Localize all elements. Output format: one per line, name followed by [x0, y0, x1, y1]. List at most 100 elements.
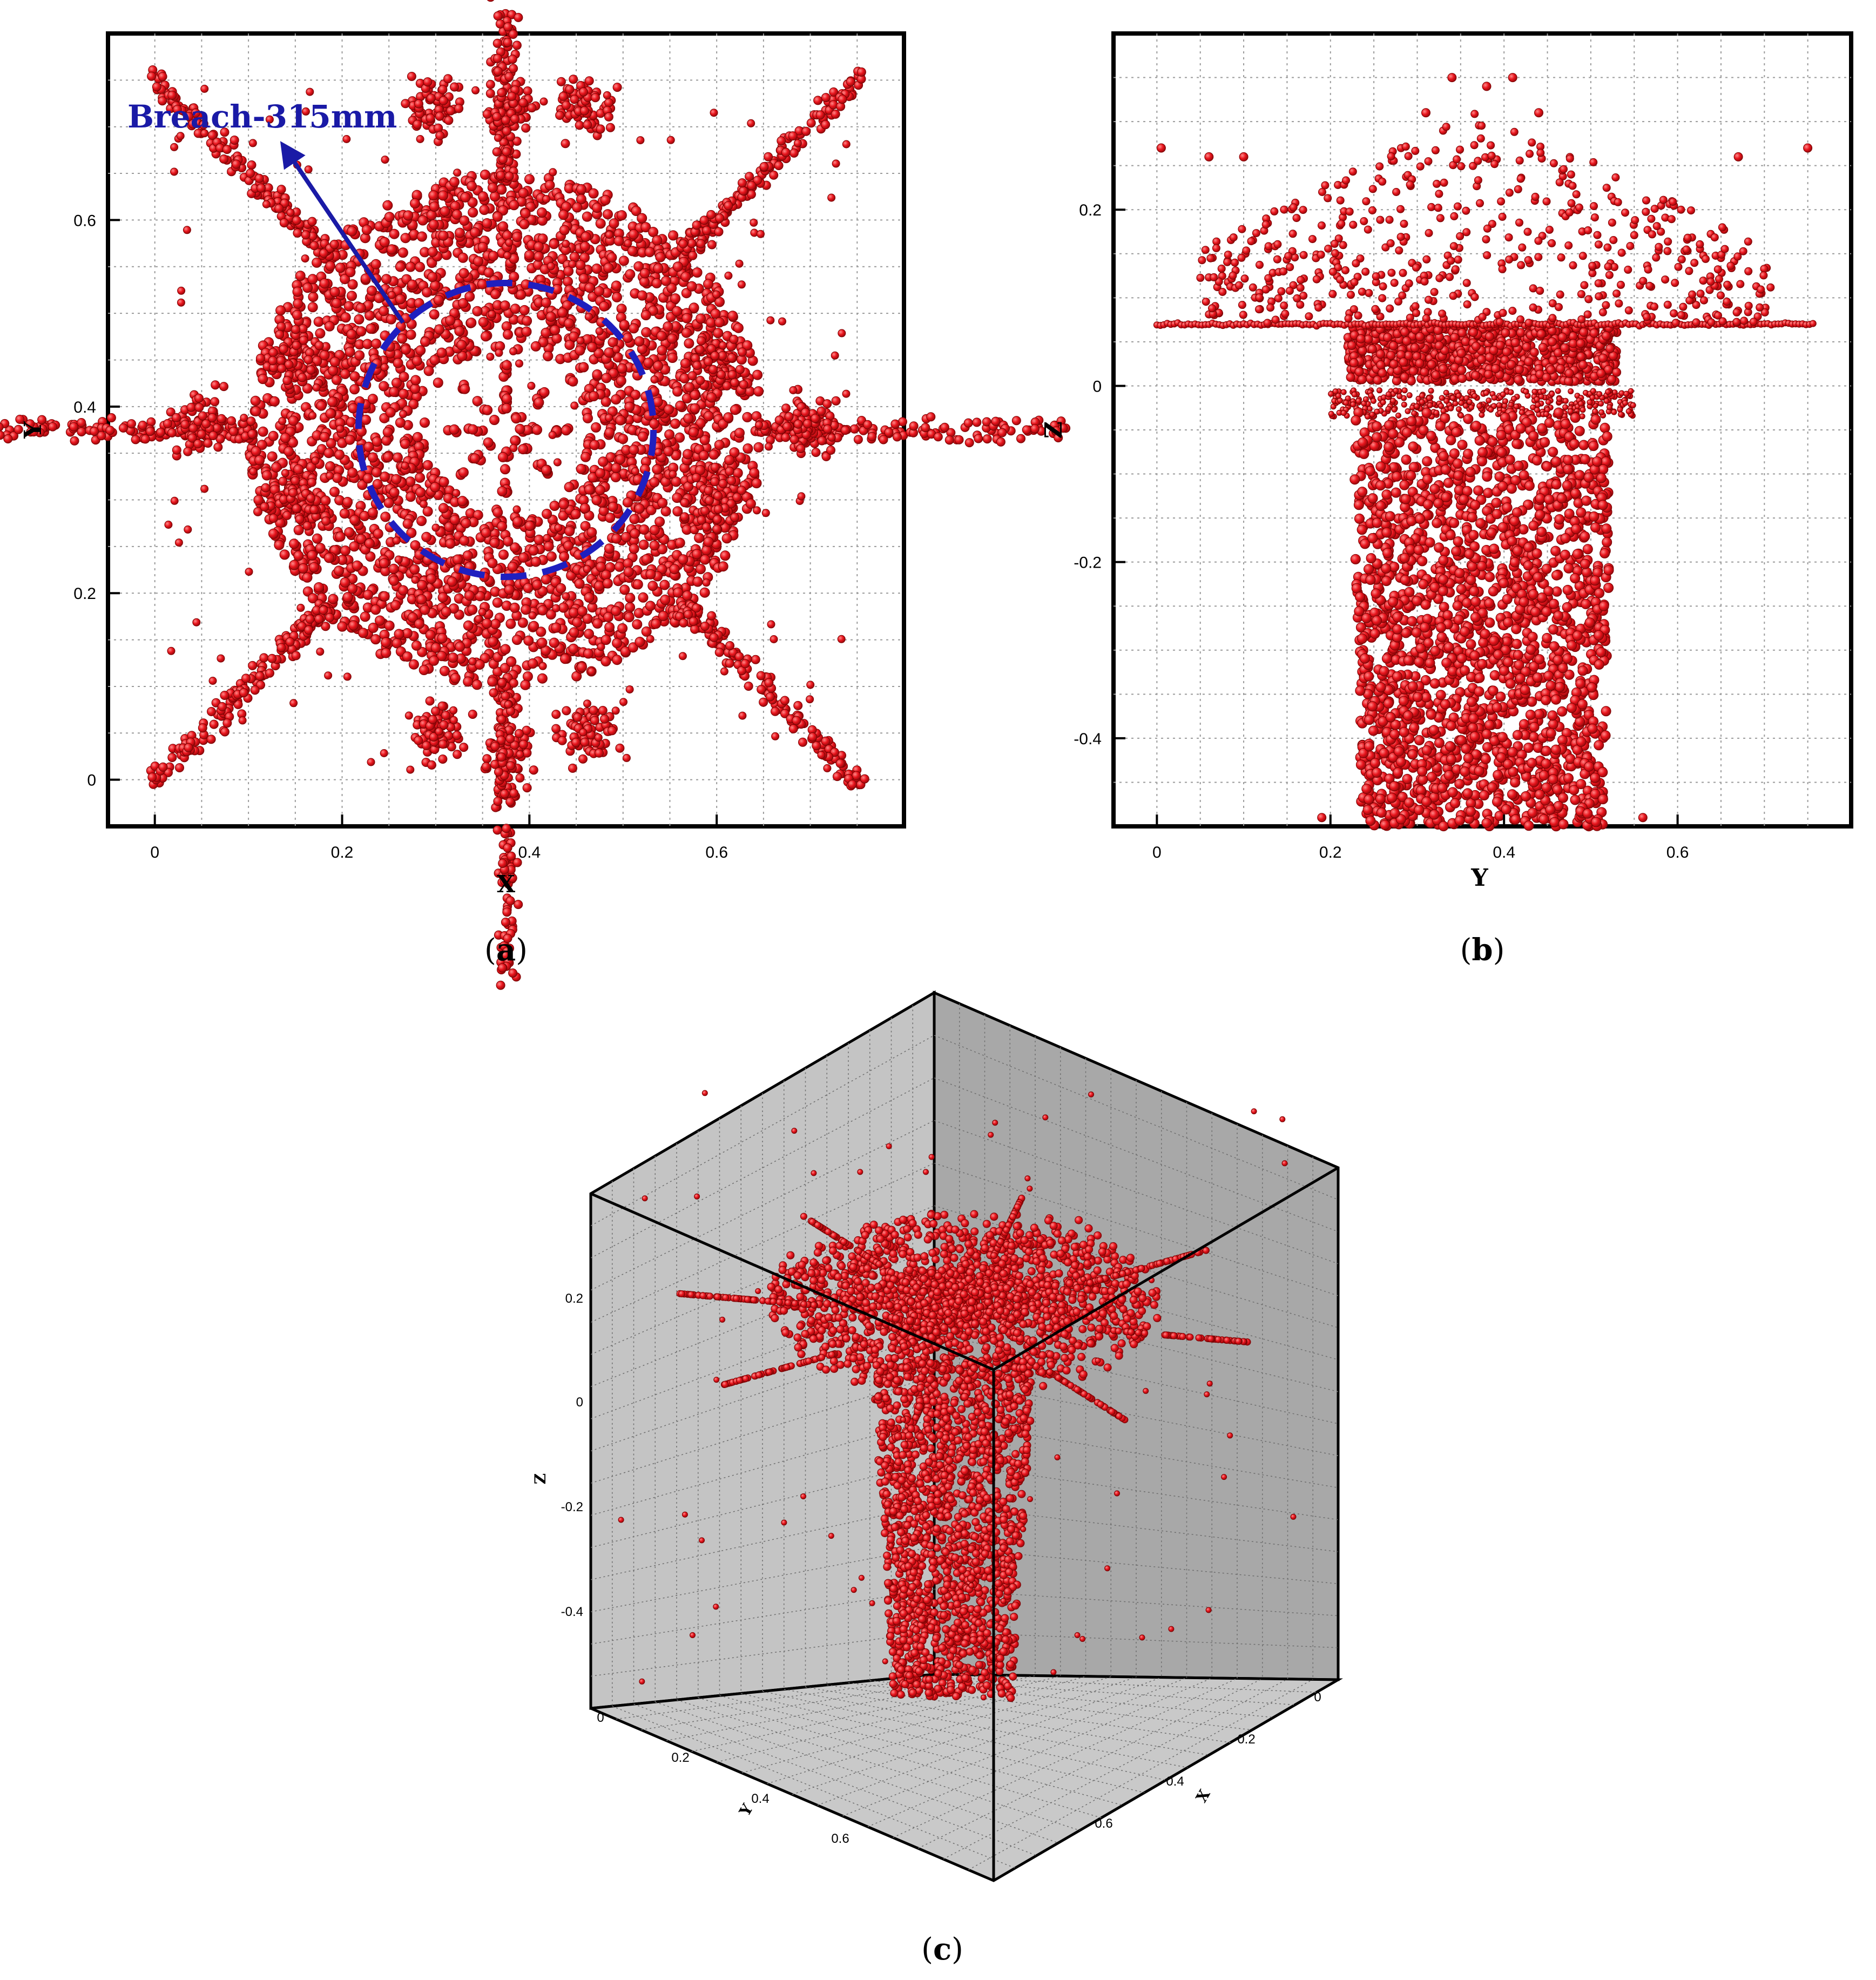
particle-point [482, 109, 492, 119]
particle-point [523, 635, 534, 646]
particle-point [682, 590, 693, 601]
particle-point [720, 550, 731, 561]
particle-point [277, 363, 287, 373]
particle-point [944, 435, 954, 445]
particle-point [611, 533, 622, 544]
particle-point [482, 405, 493, 415]
particle-point [565, 85, 575, 94]
particle-point [549, 637, 559, 648]
particle-point [306, 494, 316, 503]
particle-point [730, 405, 740, 415]
particle-point [438, 476, 449, 487]
particle-point [306, 87, 314, 96]
particle-point [781, 403, 791, 413]
particle-point [428, 219, 439, 230]
particle-point [167, 428, 177, 437]
particle-point [292, 215, 301, 225]
particle-point [789, 148, 799, 158]
particle-point [454, 104, 464, 113]
particle-point [543, 541, 554, 552]
particle-point [765, 692, 775, 702]
particle-point [632, 579, 643, 590]
particle-point [789, 386, 798, 394]
particle-point [411, 576, 420, 584]
particle-point [643, 358, 654, 368]
particle-point [512, 516, 523, 527]
particle-point [502, 824, 511, 833]
particle-point [710, 351, 720, 361]
particle-point [692, 220, 701, 230]
particle-point [198, 723, 207, 733]
particle-point [624, 612, 635, 623]
particle-point [218, 702, 227, 711]
particle-point [649, 540, 660, 551]
particle-point [345, 434, 355, 445]
particle-point [831, 396, 841, 406]
particle-point [691, 473, 701, 482]
particle-point [527, 103, 537, 113]
particle-point [539, 97, 548, 106]
particle-point [705, 496, 714, 506]
particle-point [596, 562, 606, 572]
particle-point [592, 618, 603, 629]
particle-point [826, 446, 835, 455]
particle-point [210, 397, 220, 407]
particle-point [405, 261, 416, 272]
particle-point [443, 74, 453, 84]
particle-point [410, 383, 421, 394]
particle-point [389, 487, 400, 498]
particle-point [801, 126, 811, 136]
particle-point [371, 338, 382, 349]
particle-point [788, 724, 798, 733]
particle-point [721, 533, 732, 544]
particle-point [657, 497, 668, 508]
particle-point [70, 436, 79, 446]
particle-point [268, 514, 278, 523]
particle-point [690, 403, 700, 414]
particle-point [679, 618, 689, 628]
particle-point [331, 374, 342, 385]
particle-point [138, 420, 147, 430]
particle-point [568, 763, 577, 773]
particle-point [860, 774, 869, 784]
particle-point [347, 467, 358, 478]
particle-point [288, 488, 298, 497]
particle-point [695, 345, 705, 354]
particle-point [381, 637, 391, 648]
particle-point [395, 417, 406, 428]
particle-point [163, 419, 172, 428]
particle-point [717, 370, 726, 380]
particle-point [808, 732, 818, 742]
particle-point [323, 448, 334, 459]
particle-point [278, 476, 288, 486]
particle-point [579, 241, 590, 252]
particle-point [471, 86, 480, 95]
particle-point [793, 701, 803, 710]
particle-point [292, 503, 301, 513]
particle-point [490, 742, 500, 751]
particle-point [509, 64, 518, 73]
particle-point [435, 111, 444, 121]
particle-point [389, 387, 400, 397]
particle-point [316, 648, 325, 656]
particle-point [457, 496, 468, 507]
particle-point [596, 124, 605, 134]
particle-point [822, 399, 832, 409]
particle-point [735, 259, 744, 268]
particle-point [314, 614, 324, 624]
particle-point [629, 543, 639, 554]
particle-point [739, 380, 748, 389]
particle-point [692, 267, 703, 278]
particle-point [735, 365, 745, 374]
particle-point [502, 907, 512, 917]
particle-point [417, 215, 428, 226]
particle-point [764, 678, 774, 688]
particle-point [811, 414, 820, 423]
particle-point [493, 53, 502, 63]
particle-point [415, 487, 426, 497]
particle-point [846, 77, 855, 86]
particle-point [603, 209, 613, 220]
particle-point [448, 652, 458, 663]
particle-point [724, 201, 733, 211]
particle-point [340, 545, 350, 556]
